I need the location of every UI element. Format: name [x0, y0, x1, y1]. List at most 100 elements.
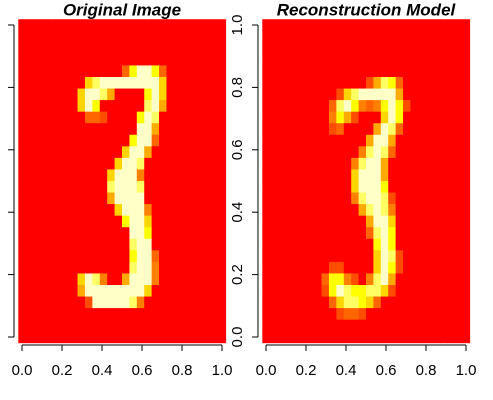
cell — [99, 123, 108, 136]
cell — [196, 192, 204, 205]
cell — [99, 250, 108, 263]
cell — [358, 227, 367, 240]
cell — [151, 157, 160, 170]
cell — [410, 100, 419, 113]
cell — [432, 19, 441, 32]
cell — [173, 100, 182, 113]
cell — [99, 319, 108, 332]
cell — [336, 146, 345, 159]
x-tick-label: 0.8 — [172, 362, 193, 379]
cell — [173, 296, 182, 309]
cell — [388, 261, 397, 274]
chart-title: Original Image — [63, 0, 181, 19]
cell — [462, 308, 471, 321]
y-tick-label: 0.0 — [229, 327, 246, 348]
cell — [47, 53, 56, 66]
cell — [328, 88, 337, 101]
cell — [151, 308, 160, 321]
cell — [425, 88, 434, 101]
cell — [159, 331, 167, 344]
cell — [291, 100, 300, 113]
cell — [388, 227, 397, 240]
cell — [314, 273, 322, 286]
cell — [306, 30, 315, 43]
cell — [25, 77, 34, 89]
cell — [47, 65, 56, 78]
cell — [55, 296, 64, 309]
cell — [417, 296, 426, 309]
cell — [40, 227, 49, 240]
cell — [144, 261, 153, 274]
cell — [306, 65, 315, 78]
cell — [77, 296, 86, 309]
cell — [122, 238, 130, 251]
cell — [425, 65, 434, 78]
cell — [425, 157, 434, 170]
cell — [447, 227, 456, 240]
cell — [84, 123, 93, 136]
cell — [151, 169, 160, 182]
cell — [425, 30, 434, 43]
cell — [159, 250, 167, 263]
cell — [166, 123, 175, 136]
cell — [136, 285, 145, 297]
cell — [395, 285, 404, 297]
cell — [454, 42, 463, 55]
cell — [403, 285, 411, 297]
cell — [107, 296, 115, 309]
cell — [33, 296, 41, 309]
cell — [351, 169, 359, 182]
cell — [92, 331, 101, 344]
cell — [299, 123, 308, 136]
cell — [218, 238, 227, 251]
cell — [166, 319, 175, 332]
cell — [196, 30, 204, 43]
cell — [70, 111, 78, 124]
cell — [395, 181, 404, 193]
cell — [306, 169, 315, 182]
cell — [62, 261, 71, 274]
cell — [114, 77, 123, 89]
cell — [395, 261, 404, 274]
cell — [70, 19, 78, 32]
cell — [55, 238, 64, 251]
cell — [328, 65, 337, 78]
cell — [395, 42, 404, 55]
cell — [181, 42, 190, 55]
cell — [373, 181, 382, 193]
cell — [77, 204, 86, 217]
cell — [306, 227, 315, 240]
cell — [107, 100, 115, 113]
cell — [122, 77, 130, 89]
cell — [336, 250, 345, 263]
cell — [358, 215, 367, 228]
cell — [33, 65, 41, 78]
cell — [129, 30, 138, 43]
cell — [107, 227, 115, 240]
cell — [321, 30, 330, 43]
cell — [447, 181, 456, 193]
cell — [203, 169, 212, 182]
cell — [417, 238, 426, 251]
cell — [462, 273, 471, 286]
cell — [129, 238, 138, 251]
cell — [18, 30, 27, 43]
cell — [188, 319, 197, 332]
cell — [99, 157, 108, 170]
x-tick-label: 0.4 — [336, 362, 357, 379]
cell — [136, 111, 145, 124]
cell — [314, 53, 322, 66]
cell — [129, 215, 138, 228]
cell — [454, 181, 463, 193]
cell — [55, 169, 64, 182]
cell — [173, 238, 182, 251]
cell — [328, 215, 337, 228]
cell — [144, 215, 153, 228]
cell — [99, 53, 108, 66]
cell — [343, 204, 352, 217]
cell — [173, 65, 182, 78]
cell — [144, 42, 153, 55]
cell — [55, 30, 64, 43]
cell — [269, 19, 278, 32]
cell — [62, 238, 71, 251]
